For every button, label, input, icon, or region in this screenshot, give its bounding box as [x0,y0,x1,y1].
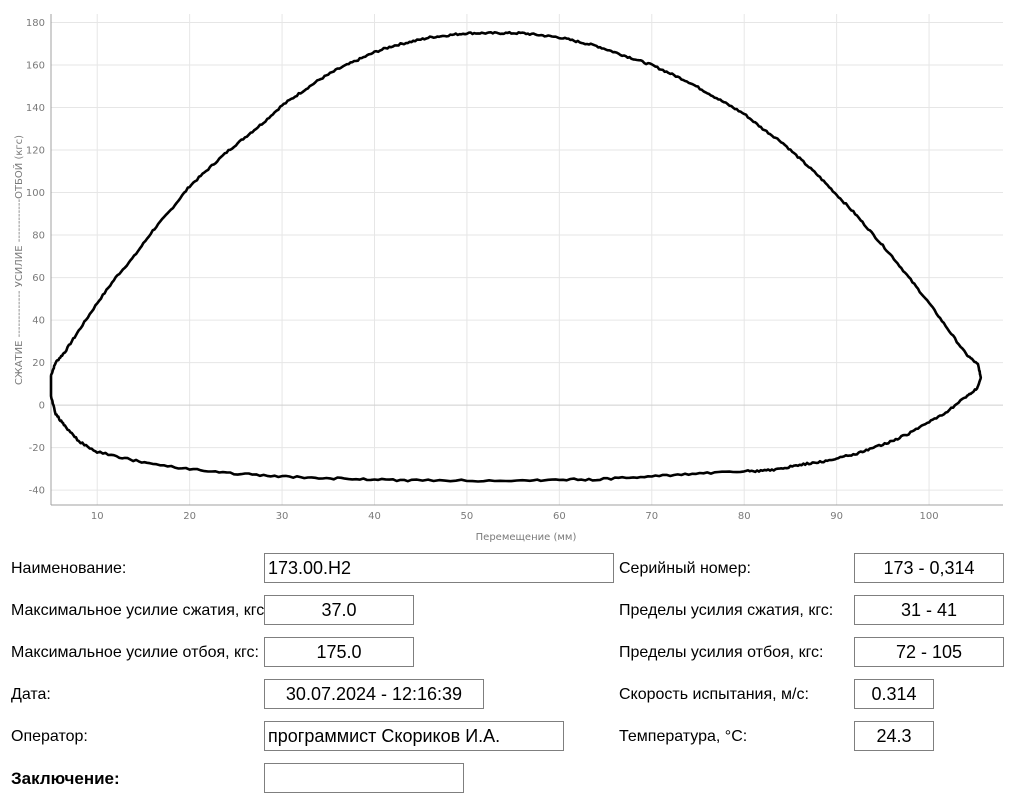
name-field[interactable]: 173.00.Н2 [264,553,614,583]
y-tick-label: 0 [39,401,45,412]
series-line [49,30,983,483]
serial-label: Серийный номер: [619,560,751,577]
rebound-limits-label: Пределы усилия отбоя, кгс: [619,644,824,661]
temperature-field[interactable]: 24.3 [854,721,934,751]
y-axis-label: СЖАТИЕ ------------- УСИЛИЕ ------------… [12,135,25,385]
y-tick-label: 160 [26,61,45,72]
operator-label: Оператор: [11,728,88,745]
conclusion-label: Заключение: [11,769,120,788]
x-tick-label: 100 [920,511,939,522]
y-tick-label: 80 [32,231,45,242]
operator-field[interactable]: программист Скориков И.А. [264,721,564,751]
y-tick-label: 60 [32,273,45,284]
x-tick-label: 70 [645,511,658,522]
x-tick-label: 80 [738,511,751,522]
chart-grid [51,14,1003,505]
compression-limits-label: Пределы усилия сжатия, кгс: [619,602,834,619]
test-speed-label: Скорость испытания, м/с: [619,686,809,703]
y-tick-label: 120 [26,146,45,157]
name-label: Наименование: [11,560,127,577]
y-tick-label: 180 [26,18,45,29]
x-tick-label: 90 [830,511,843,522]
x-tick-label: 10 [91,511,104,522]
y-tick-label: 140 [26,103,45,114]
x-tick-label: 20 [183,511,196,522]
test-speed-field[interactable]: 0.314 [854,679,934,709]
max-rebound-label: Максимальное усилие отбоя, кгс: [11,644,259,661]
x-tick-label: 40 [368,511,381,522]
x-tick-label: 30 [276,511,289,522]
x-tick-label: 60 [553,511,566,522]
x-axis-label: Перемещение (мм) [476,532,577,543]
y-tick-label: 40 [32,316,45,327]
date-field[interactable]: 30.07.2024 - 12:16:39 [264,679,484,709]
max-rebound-field[interactable]: 175.0 [264,637,414,667]
max-compression-label: Максимальное усилие сжатия, кгс: [11,602,269,619]
conclusion-field[interactable] [264,763,464,793]
date-label: Дата: [11,686,51,703]
temperature-label: Температура, °С: [619,728,748,745]
y-tick-label: -20 [29,443,45,454]
x-tick-label: 50 [461,511,474,522]
force-displacement-chart: 10 20 30 40 50 60 70 80 90 100 -40 -20 0 20 40 60 80 100… [12,14,1003,543]
y-tick-label: 100 [26,188,45,199]
y-tick-label: 20 [32,358,45,369]
rebound-limits-field[interactable]: 72 - 105 [854,637,1004,667]
y-tick-label: -40 [29,486,45,497]
compression-limits-field[interactable]: 31 - 41 [854,595,1004,625]
y-tick-labels: -40 -20 0 20 40 60 80 100 120 140 160 180 [26,18,45,497]
serial-field[interactable]: 173 - 0,314 [854,553,1004,583]
max-compression-field[interactable]: 37.0 [264,595,414,625]
x-tick-labels: 10 20 30 40 50 60 70 80 90 100 [91,511,939,522]
